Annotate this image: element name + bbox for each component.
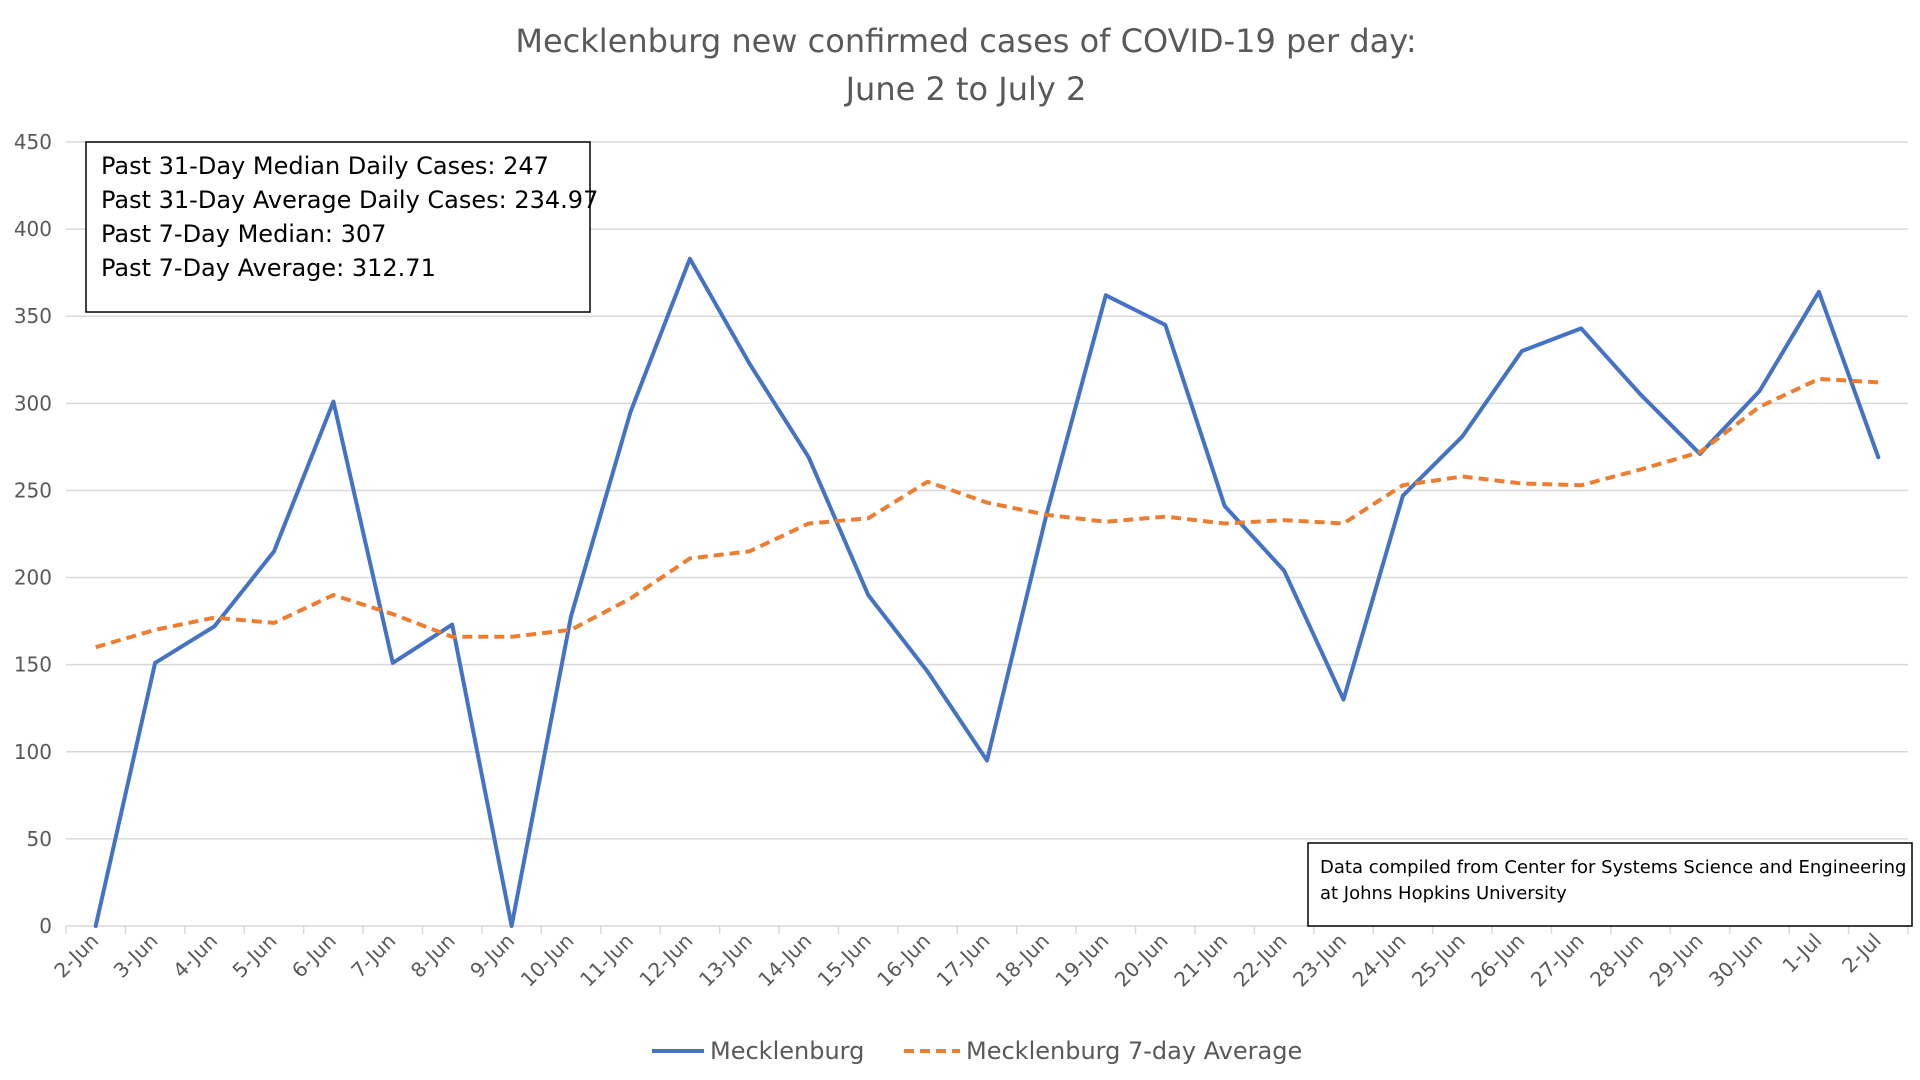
source-line-1: Data compiled from Center for Systems Sc… (1320, 857, 1907, 878)
x-tick-label: 9-Jun (465, 929, 519, 983)
x-tick-label: 19-Jun (1050, 929, 1113, 992)
x-tick-label: 16-Jun (872, 929, 935, 992)
x-tick-label: 22-Jun (1229, 929, 1292, 992)
x-tick-label: 20-Jun (1110, 929, 1173, 992)
x-tick-label: 2-Jun (49, 929, 103, 983)
x-tick-label: 5-Jun (228, 929, 282, 983)
y-tick-label: 0 (39, 914, 52, 938)
legend-label-mecklenburg: Mecklenburg (710, 1037, 864, 1065)
x-tick-label: 4-Jun (168, 929, 222, 983)
stats-average-7day: Past 7-Day Average: 312.71 (101, 254, 436, 282)
x-axis-tick-labels: 2-Jun 3-Jun 4-Jun 5-Jun 6-Jun 7-Jun 8-Jun 9-Jun… (49, 926, 1909, 992)
x-tick-label: 24-Jun (1348, 929, 1411, 992)
x-tick-label: 23-Jun (1288, 929, 1351, 992)
x-tick-label: 30-Jun (1704, 929, 1767, 992)
x-tick-label: 7-Jun (346, 929, 400, 983)
x-tick-label: 14-Jun (753, 929, 816, 992)
y-tick-label: 300 (14, 391, 52, 415)
stats-median-31day: Past 31-Day Median Daily Cases: 247 (101, 152, 549, 180)
x-tick-label: 27-Jun (1526, 929, 1589, 992)
y-tick-label: 350 (14, 304, 52, 328)
y-tick-label: 50 (27, 827, 52, 851)
x-tick-label: 10-Jun (516, 929, 579, 992)
x-tick-label: 3-Jun (109, 929, 163, 983)
x-tick-label: 29-Jun (1645, 929, 1708, 992)
x-tick-label: 15-Jun (813, 929, 876, 992)
y-tick-label: 250 (14, 478, 52, 502)
x-tick-label: 8-Jun (406, 929, 460, 983)
y-tick-label: 100 (14, 740, 52, 764)
source-line-2: at Johns Hopkins University (1320, 883, 1567, 904)
stats-median-7day: Past 7-Day Median: 307 (101, 220, 386, 248)
series-line-mecklenburg (93, 256, 1881, 928)
source-annotation-box: Data compiled from Center for Systems Sc… (1307, 842, 1913, 927)
x-tick-label: 17-Jun (932, 929, 995, 992)
y-tick-label: 400 (14, 217, 52, 241)
x-tick-label: 12-Jun (634, 929, 697, 992)
chart-title-group: Mecklenburg new confirmed cases of COVID… (515, 22, 1416, 108)
stats-average-31day: Past 31-Day Average Daily Cases: 234.97 (101, 186, 598, 214)
x-tick-label: 21-Jun (1169, 929, 1232, 992)
series-lines (93, 256, 1881, 928)
legend-label-7day-average: Mecklenburg 7-day Average (966, 1037, 1302, 1065)
source-box-border (1307, 842, 1913, 927)
x-tick-label: 28-Jun (1585, 929, 1648, 992)
chart-subtitle: June 2 to July 2 (844, 70, 1087, 108)
x-tick-label: 26-Jun (1466, 929, 1529, 992)
stats-box-border (85, 141, 591, 313)
chart-title: Mecklenburg new confirmed cases of COVID… (515, 22, 1416, 60)
x-tick-label: 6-Jun (287, 929, 341, 983)
stats-annotation-box: Past 31-Day Median Daily Cases: 247 Past… (85, 141, 598, 313)
x-tick-label: 2-Jul (1837, 929, 1886, 978)
x-tick-label: 25-Jun (1407, 929, 1470, 992)
x-tick-label: 18-Jun (991, 929, 1054, 992)
legend: Mecklenburg Mecklenburg 7-day Average (652, 1037, 1302, 1065)
x-tick-label: 11-Jun (575, 929, 638, 992)
y-tick-label: 150 (14, 653, 52, 677)
y-tick-label: 450 (14, 130, 52, 154)
x-tick-label: 13-Jun (694, 929, 757, 992)
y-axis-tick-labels: 0 50 100 150 200 250 300 350 400 450 (14, 130, 52, 938)
x-tick-label: 1-Jul (1777, 929, 1826, 978)
series-line-7day-average (95, 376, 1879, 650)
y-tick-label: 200 (14, 566, 52, 590)
